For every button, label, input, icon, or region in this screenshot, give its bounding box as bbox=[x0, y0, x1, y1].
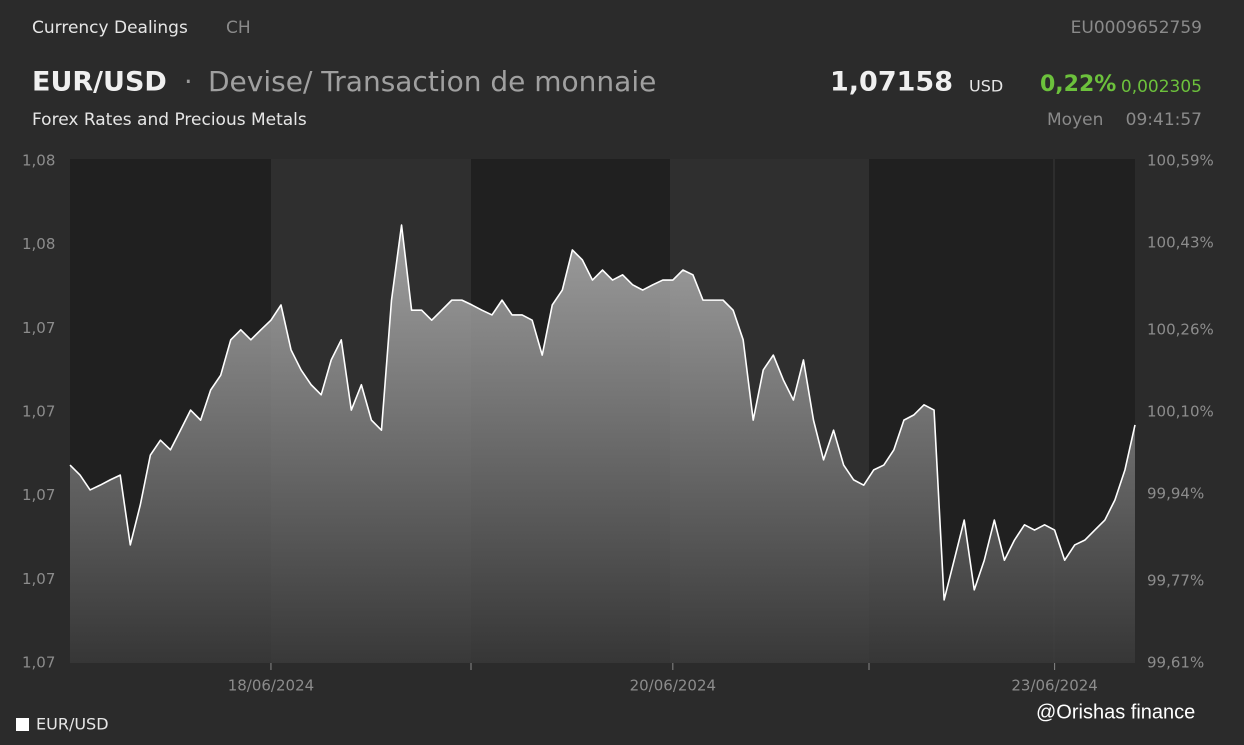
instrument-name: Devise/ Transaction de monnaie bbox=[208, 65, 656, 98]
y-tick-label: 1,07 bbox=[22, 654, 55, 672]
time: 09:41:57 bbox=[1126, 110, 1202, 130]
y2-tick-label: 100,26% bbox=[1147, 321, 1214, 339]
price-type: Moyen bbox=[1047, 110, 1103, 130]
x-tick-label: 23/06/2024 bbox=[1011, 677, 1097, 695]
subtitle: Forex Rates and Precious Metals bbox=[32, 110, 307, 130]
price: 1,07158 bbox=[830, 67, 953, 98]
y2-tick-label: 99,61% bbox=[1147, 654, 1204, 672]
y2-tick-label: 100,59% bbox=[1147, 152, 1214, 170]
line bbox=[69, 224, 1136, 601]
market-label: CH bbox=[226, 18, 251, 38]
y2-tick-label: 99,94% bbox=[1147, 484, 1204, 502]
area bbox=[70, 225, 1135, 663]
x-tick-label: 20/06/2024 bbox=[630, 677, 716, 695]
y-tick-label: 1,08 bbox=[22, 152, 55, 170]
y-tick-label: 1,08 bbox=[22, 235, 55, 253]
y2-tick-label: 100,10% bbox=[1147, 403, 1214, 421]
legend-label: EUR/USD bbox=[36, 715, 109, 734]
y2-tick-label: 99,77% bbox=[1147, 572, 1204, 590]
y-tick-label: 1,07 bbox=[22, 319, 55, 337]
separator: · bbox=[184, 67, 193, 98]
watermark: @Orishas finance bbox=[1036, 701, 1195, 723]
change-absolute: 0,002305 bbox=[1121, 77, 1202, 97]
isin: EU0009652759 bbox=[1071, 18, 1202, 38]
y-tick-label: 1,07 bbox=[22, 486, 55, 504]
plot bbox=[69, 224, 1136, 663]
symbol: EUR/USD bbox=[32, 67, 167, 98]
section-label: Currency Dealings bbox=[32, 18, 188, 38]
y2-tick-label: 100,43% bbox=[1147, 233, 1214, 251]
y-tick-label: 1,07 bbox=[22, 403, 55, 421]
y-tick-label: 1,07 bbox=[22, 570, 55, 588]
currency: USD bbox=[969, 77, 1003, 96]
x-tick-label: 18/06/2024 bbox=[228, 677, 314, 695]
change-percent: 0,22% bbox=[1040, 72, 1116, 97]
legend-swatch bbox=[16, 718, 29, 731]
